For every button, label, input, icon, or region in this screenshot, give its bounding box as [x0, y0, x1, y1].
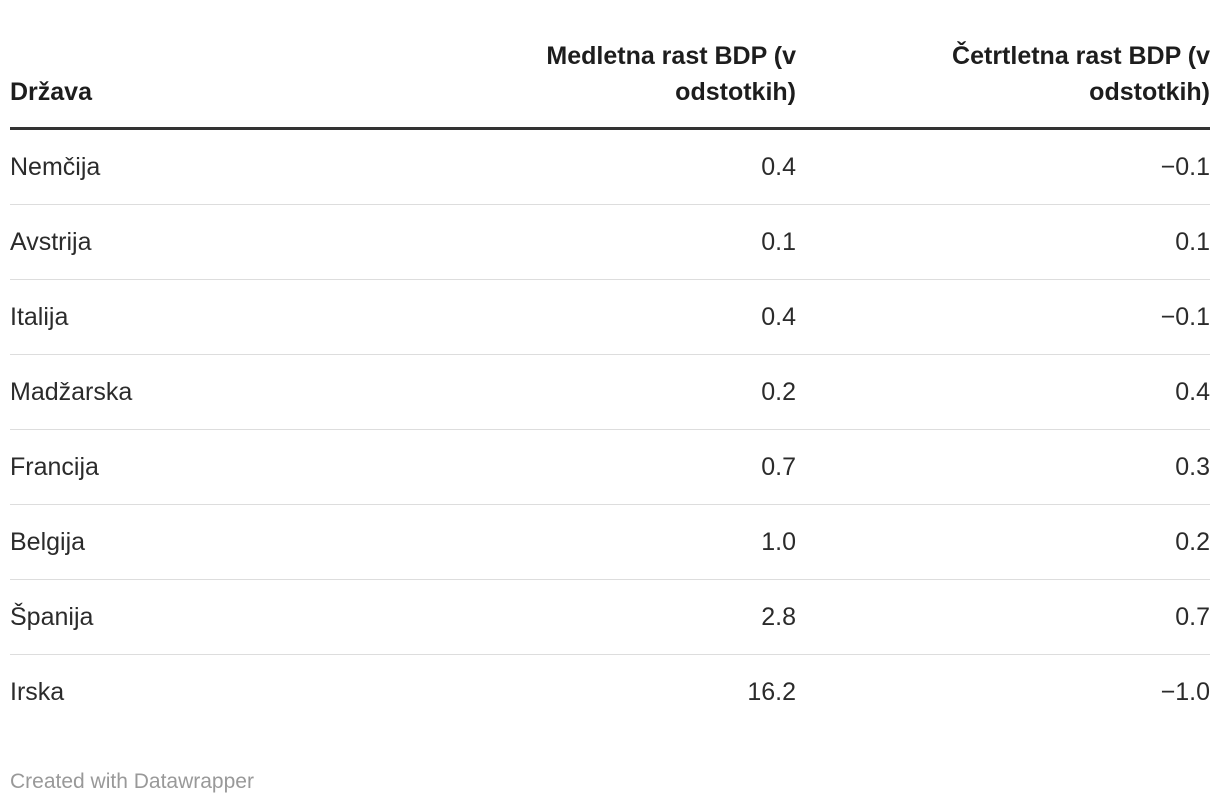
- column-header-yoy-growth: Medletna rast BDP (v odstotkih): [382, 38, 796, 130]
- attribution-footer: Created with Datawrapper: [10, 769, 1210, 795]
- cell-country: Italija: [10, 279, 382, 355]
- table-row: Nemčija 0.4 −0.1: [10, 129, 1210, 205]
- cell-yoy-growth: 0.2: [382, 354, 796, 430]
- table-header-row: Država Medletna rast BDP (v odstotkih) Č…: [10, 38, 1210, 130]
- cell-country: Španija: [10, 579, 382, 655]
- table-row: Belgija 1.0 0.2: [10, 504, 1210, 580]
- cell-yoy-growth: 0.1: [382, 204, 796, 280]
- cell-yoy-growth: 2.8: [382, 579, 796, 655]
- cell-qoq-growth: −1.0: [796, 654, 1210, 729]
- cell-country: Nemčija: [10, 153, 101, 181]
- cell-country: Irska: [10, 654, 382, 729]
- cell-yoy-growth: 16.2: [382, 654, 796, 729]
- cell-qoq-growth: 0.7: [796, 579, 1210, 655]
- cell-yoy-growth: 1.0: [382, 504, 796, 580]
- cell-country: Avstrija: [10, 204, 382, 280]
- table-row: Italija 0.4 −0.1: [10, 279, 1210, 355]
- cell-country: Francija: [10, 429, 382, 505]
- gdp-growth-table: Država Medletna rast BDP (v odstotkih) Č…: [10, 38, 1210, 729]
- table-row: Irska 16.2 −1.0: [10, 654, 1210, 729]
- cell-country: Belgija: [10, 504, 382, 580]
- table-body: Nemčija 0.4 −0.1 Avstrija 0.1 0.1 Italija 0.4 −0…: [10, 129, 1210, 729]
- cell-qoq-growth: −0.1: [796, 279, 1210, 355]
- table-row: Avstrija 0.1 0.1: [10, 204, 1210, 280]
- cell-qoq-growth: 0.2: [796, 504, 1210, 580]
- column-header-yoy-growth-label: Medletna rast BDP (v odstotkih): [546, 42, 796, 106]
- column-header-country: Država: [10, 38, 382, 130]
- table-row: Madžarska 0.2 0.4: [10, 354, 1210, 430]
- cell-yoy-growth: 0.4: [761, 153, 796, 181]
- column-header-qoq-growth: Četrtletna rast BDP (v odstotkih): [796, 38, 1210, 130]
- cell-qoq-growth: 0.3: [796, 429, 1210, 505]
- table-row: Francija 0.7 0.3: [10, 429, 1210, 505]
- cell-country: Madžarska: [10, 354, 382, 430]
- column-header-qoq-growth-label: Četrtletna rast BDP (v odstotkih): [952, 42, 1210, 106]
- table-header: Država Medletna rast BDP (v odstotkih) Č…: [10, 38, 1210, 130]
- cell-qoq-growth: −0.1: [1160, 153, 1210, 181]
- cell-qoq-growth: 0.4: [796, 354, 1210, 430]
- cell-yoy-growth: 0.7: [382, 429, 796, 505]
- datawrapper-attribution-link[interactable]: Created with Datawrapper: [10, 770, 254, 793]
- cell-yoy-growth: 0.4: [382, 279, 796, 355]
- table-row: Španija 2.8 0.7: [10, 579, 1210, 655]
- cell-qoq-growth: 0.1: [796, 204, 1210, 280]
